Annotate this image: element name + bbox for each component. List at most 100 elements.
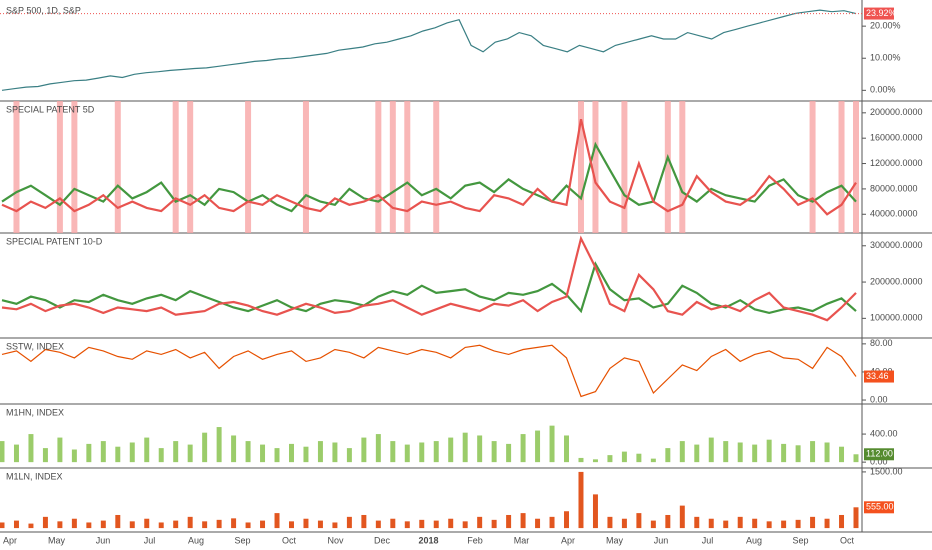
bar [636, 513, 642, 529]
highlight-band [13, 101, 20, 233]
y-tick-label: 100000.0000 [870, 313, 923, 323]
bar [375, 434, 381, 463]
bar [173, 441, 179, 463]
x-tick-label: 2018 [418, 535, 438, 545]
last-value-box [864, 370, 894, 383]
bar [57, 521, 63, 529]
bar [260, 444, 266, 463]
x-tick-label: Apr [3, 535, 17, 545]
bar [795, 519, 801, 529]
bar [491, 441, 497, 463]
series-line [1, 118, 857, 216]
y-tick-label: 80.00 [870, 338, 893, 348]
bar [766, 439, 772, 463]
y-tick-label: 200000.0000 [870, 107, 923, 117]
series-line [1, 344, 857, 398]
y-tick-label: 20.00% [870, 21, 901, 31]
x-tick-label: Sep [792, 535, 808, 545]
bar [187, 516, 193, 529]
bar [361, 514, 367, 529]
bar [361, 437, 367, 463]
pane-title: SSTW, INDEX [6, 341, 64, 351]
bar [13, 444, 19, 463]
bar [535, 518, 541, 529]
bar [71, 449, 77, 463]
bar [390, 441, 396, 463]
bar [289, 443, 294, 463]
bar [419, 442, 425, 463]
bar [332, 442, 338, 463]
bar [419, 519, 425, 529]
x-tick-label: Jul [702, 535, 714, 545]
pane-title: M1LN, INDEX [6, 471, 63, 481]
x-tick-label: May [48, 535, 66, 545]
last-value-label: 112.00 [866, 449, 893, 459]
bar [317, 441, 323, 463]
bar [129, 521, 135, 529]
y-tick-label: 300000.0000 [870, 240, 923, 250]
bar [390, 518, 396, 529]
bar [462, 521, 468, 529]
highlight-band [172, 101, 179, 233]
bar [564, 511, 569, 529]
bar [752, 518, 758, 529]
bar [506, 443, 512, 463]
bar [433, 441, 439, 463]
y-tick-label: 0.00 [870, 457, 888, 467]
bar [824, 442, 830, 463]
bar [86, 522, 92, 529]
last-value-label: 23.92% [866, 8, 897, 18]
y-tick-label: 400.00 [870, 428, 898, 438]
bar [810, 441, 816, 463]
last-value-box [864, 7, 894, 20]
pane-title: M1HN, INDEX [6, 407, 64, 417]
highlight-band [187, 101, 194, 233]
bar [578, 471, 584, 529]
bar [810, 516, 816, 529]
highlight-band [679, 101, 686, 233]
bar [824, 518, 830, 529]
bar [158, 522, 164, 529]
bar [621, 451, 627, 463]
bar [158, 448, 164, 463]
y-tick-label: 10.00% [870, 53, 901, 63]
highlight-band [577, 101, 584, 233]
x-tick-label: Mar [514, 535, 530, 545]
bar [216, 519, 222, 529]
y-tick-label: 1500.00 [870, 466, 903, 476]
y-tick-label: 200000.0000 [870, 276, 923, 286]
bar [346, 516, 352, 529]
series-line [1, 9, 857, 91]
bar [636, 453, 642, 463]
bar [289, 521, 294, 529]
bar [520, 513, 526, 529]
bar [708, 518, 714, 529]
bar [404, 444, 410, 463]
bar [274, 513, 280, 529]
highlight-band [375, 101, 382, 233]
y-tick-label: 80000.0000 [870, 183, 918, 193]
bar [592, 494, 598, 529]
y-tick-label: 0.00% [870, 85, 896, 95]
bar [173, 520, 179, 529]
series-line [1, 141, 857, 213]
y-tick-label: 120000.0000 [870, 158, 923, 168]
bar [839, 514, 845, 529]
x-tick-label: Jun [96, 535, 111, 545]
bar [737, 442, 743, 463]
bar [115, 446, 121, 463]
x-tick-label: Nov [327, 535, 344, 545]
x-tick-label: Aug [746, 535, 762, 545]
bar [42, 516, 48, 529]
bar [752, 444, 758, 463]
highlight-band [664, 101, 671, 233]
bar [28, 434, 34, 463]
bar [0, 522, 5, 529]
bar [13, 520, 19, 529]
bar [665, 448, 671, 463]
bar [853, 507, 859, 529]
y-tick-label: 40000.0000 [870, 209, 918, 219]
highlight-band [114, 101, 121, 233]
x-tick-label: Jun [654, 535, 669, 545]
